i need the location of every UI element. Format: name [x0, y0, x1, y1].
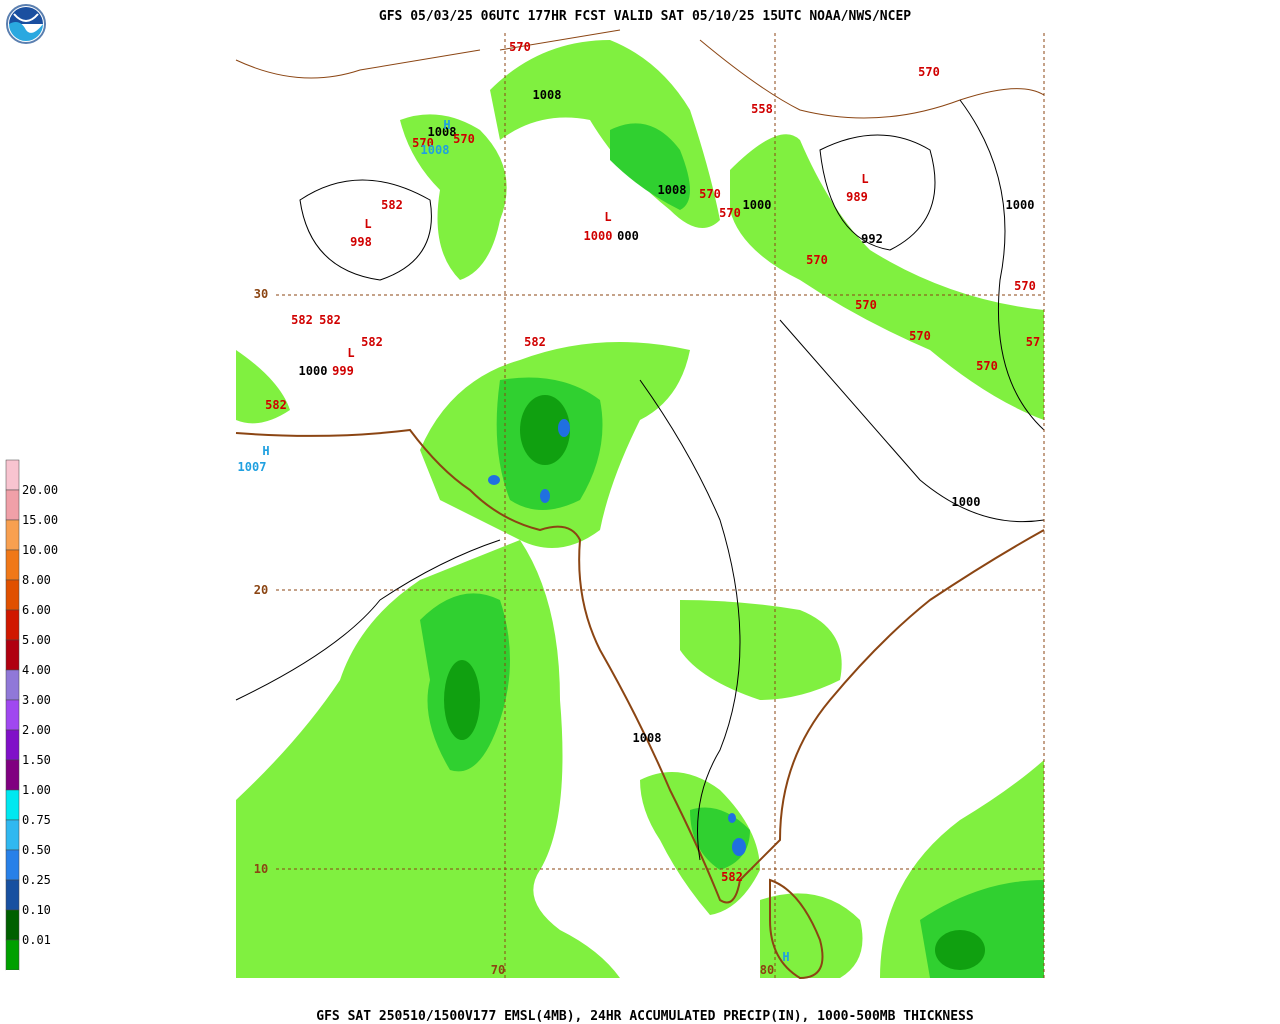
contour-label: 10: [254, 862, 268, 876]
legend-swatch: [5, 759, 20, 791]
legend-label: 2.00: [22, 723, 51, 737]
pressure-center: L: [861, 172, 868, 186]
contour-label: 582: [524, 335, 546, 349]
contour-label: 570: [806, 253, 828, 267]
legend-label: 6.00: [22, 603, 51, 617]
map-caption: GFS SAT 250510/1500V177 EMSL(4MB), 24HR …: [316, 1009, 974, 1024]
legend-swatch: [5, 459, 20, 491]
legend-swatch: [5, 939, 20, 971]
contour-label: 570: [855, 298, 877, 312]
contour-label: 582: [381, 198, 403, 212]
contour-label: 998: [350, 235, 372, 249]
map-title: GFS 05/03/25 06UTC 177HR FCST VALID SAT …: [379, 9, 911, 24]
legend-swatch: [5, 819, 20, 851]
contour-label: 570: [412, 136, 434, 150]
legend-label: 0.75: [22, 813, 51, 827]
pressure-center: L: [347, 346, 354, 360]
contour-label: 000: [617, 229, 639, 243]
contour-label: 582: [319, 313, 341, 327]
contour-label: 30: [254, 287, 268, 301]
contour-label: 570: [453, 132, 475, 146]
legend-label: 1.00: [22, 783, 51, 797]
contour-label: 582: [361, 335, 383, 349]
contour-label: 1000: [952, 495, 981, 509]
coastline: [769, 878, 824, 980]
contour-label: 1007: [238, 460, 267, 474]
legend-swatch: [5, 489, 20, 521]
pressure-center: H: [443, 118, 450, 132]
contour-label: 1000: [743, 198, 772, 212]
contour-label: 20: [254, 583, 268, 597]
contour-label: 1008: [658, 183, 687, 197]
legend-swatch: [5, 849, 20, 881]
graticule: [276, 33, 1045, 978]
precip-very-heavy: [488, 419, 746, 856]
legend-swatch: [5, 699, 20, 731]
contour-label: 582: [265, 398, 287, 412]
contour-label: 570: [909, 329, 931, 343]
legend-label: 8.00: [22, 573, 51, 587]
isobars: [235, 99, 1045, 861]
contour-label: 570: [976, 359, 998, 373]
legend-label: 3.00: [22, 693, 51, 707]
contour-label: 558: [751, 102, 773, 116]
contour-label: 570: [719, 206, 741, 220]
legend: 20.00 15.00 10.00 8.00 6.00 5.00 4.00 3.00 2.00 1…: [5, 459, 58, 972]
legend-label: 1.50: [22, 753, 51, 767]
legend-swatch: [5, 669, 20, 701]
pressure-center: H: [782, 950, 789, 964]
legend-label: 10.00: [22, 543, 58, 557]
contour-label: 570: [1014, 279, 1036, 293]
contour-label: 1008: [533, 88, 562, 102]
contour-label: 1000: [1006, 198, 1035, 212]
contour-label: 999: [332, 364, 354, 378]
coastline: [235, 428, 1045, 904]
contour-label: 989: [846, 190, 868, 204]
legend-label: 20.00: [22, 483, 58, 497]
contour-label: 1008: [421, 143, 450, 157]
legend-swatch: [5, 729, 20, 761]
noaa-logo: [6, 4, 46, 44]
contour-label: 582: [721, 870, 743, 884]
contour-label: 570: [918, 65, 940, 79]
legend-swatch: [6, 970, 19, 972]
contour-label: 1000: [299, 364, 328, 378]
precip-heavy: [444, 395, 985, 970]
legend-swatch: [5, 549, 20, 581]
legend-label: 0.25: [22, 873, 51, 887]
legend-swatch: [5, 879, 20, 911]
legend-swatch: [5, 579, 20, 611]
border: [235, 29, 1045, 119]
legend-label: 5.00: [22, 633, 51, 647]
contour-label: 570: [699, 187, 721, 201]
legend-label: 4.00: [22, 663, 51, 677]
contour-label: 582: [291, 313, 313, 327]
pressure-center: H: [262, 444, 269, 458]
pressure-center: L: [364, 217, 371, 231]
contour-label: 570: [509, 40, 531, 54]
contour-label: 1000: [584, 229, 613, 243]
contour-label: 80: [760, 963, 774, 977]
legend-swatch: [5, 789, 20, 821]
pressure-center: L: [604, 210, 611, 224]
legend-swatch: [5, 909, 20, 941]
contour-label: 1008: [428, 125, 457, 139]
contour-label: 1008: [633, 731, 662, 745]
legend-label: 15.00: [22, 513, 58, 527]
legend-label: 0.10: [22, 903, 51, 917]
legend-swatch: [5, 639, 20, 671]
legend-label: 0.01: [22, 933, 51, 947]
legend-swatch: [5, 609, 20, 641]
legend-label: 0.50: [22, 843, 51, 857]
contour-label: 57: [1026, 335, 1040, 349]
contour-label: 992: [861, 232, 883, 246]
legend-swatch: [5, 519, 20, 551]
contour-label: 70: [491, 963, 505, 977]
